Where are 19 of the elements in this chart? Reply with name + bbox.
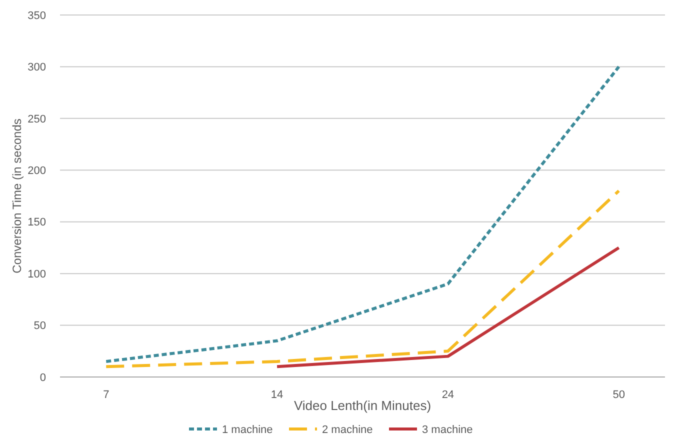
x-tick-label: 50 [612,388,625,401]
y-tick-label: 150 [28,216,46,229]
y-tick-label: 300 [28,62,46,74]
y-tick-label: 350 [28,10,46,22]
x-axis-title: Video Lenth(in Minutes) [294,398,432,413]
x-tick-label: 7 [103,388,110,401]
x-tick-label: 24 [442,388,454,401]
line-series [104,189,620,368]
y-tick-label: 200 [28,164,46,177]
legend-label: 1 machine [222,424,273,436]
line-series [104,65,620,363]
x-tick-label: 14 [270,388,284,401]
y-tick-label: 250 [28,113,46,126]
y-tick-label: 100 [28,268,46,280]
y-axis-title: Conversion Time (in seconds [10,118,24,274]
y-tick-label: 50 [34,320,46,332]
legend-label: 3 machine [422,424,473,436]
legend-label: 2 machine [322,424,373,436]
y-tick-label: 0 [40,372,46,384]
